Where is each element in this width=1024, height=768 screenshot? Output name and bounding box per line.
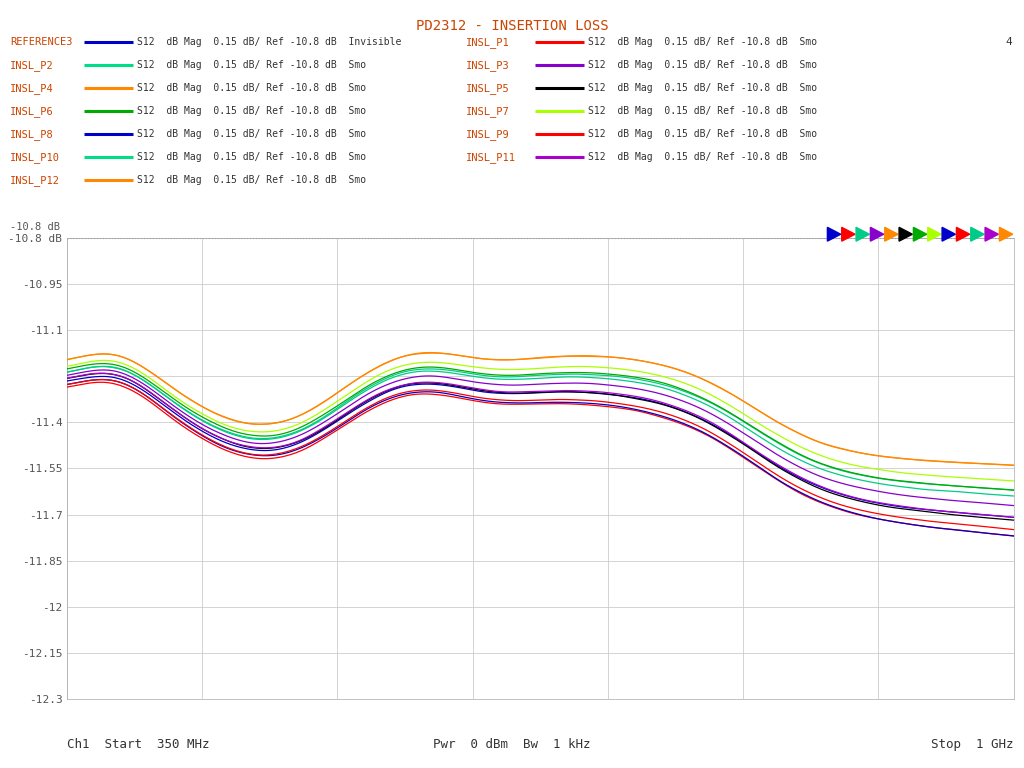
Text: PD2312 - INSERTION LOSS: PD2312 - INSERTION LOSS <box>416 19 608 33</box>
Text: INSL_P10: INSL_P10 <box>10 152 60 163</box>
Text: S12  dB Mag  0.15 dB/ Ref -10.8 dB  Smo: S12 dB Mag 0.15 dB/ Ref -10.8 dB Smo <box>588 129 817 140</box>
Text: INSL_P1: INSL_P1 <box>466 37 510 48</box>
Text: Stop  1 GHz: Stop 1 GHz <box>931 739 1014 751</box>
Text: -10.8 dB: -10.8 dB <box>10 222 60 232</box>
Text: INSL_P12: INSL_P12 <box>10 175 60 186</box>
Text: INSL_P3: INSL_P3 <box>466 60 510 71</box>
Text: S12  dB Mag  0.15 dB/ Ref -10.8 dB  Invisible: S12 dB Mag 0.15 dB/ Ref -10.8 dB Invisib… <box>137 37 401 48</box>
Text: INSL_P7: INSL_P7 <box>466 106 510 117</box>
Text: S12  dB Mag  0.15 dB/ Ref -10.8 dB  Smo: S12 dB Mag 0.15 dB/ Ref -10.8 dB Smo <box>588 37 817 48</box>
Text: INSL_P6: INSL_P6 <box>10 106 54 117</box>
Text: S12  dB Mag  0.15 dB/ Ref -10.8 dB  Smo: S12 dB Mag 0.15 dB/ Ref -10.8 dB Smo <box>137 129 367 140</box>
Text: Ch1  Start  350 MHz: Ch1 Start 350 MHz <box>67 739 209 751</box>
Text: INSL_P11: INSL_P11 <box>466 152 516 163</box>
Text: INSL_P9: INSL_P9 <box>466 129 510 140</box>
Text: S12  dB Mag  0.15 dB/ Ref -10.8 dB  Smo: S12 dB Mag 0.15 dB/ Ref -10.8 dB Smo <box>137 83 367 94</box>
Text: INSL_P8: INSL_P8 <box>10 129 54 140</box>
Text: INSL_P4: INSL_P4 <box>10 83 54 94</box>
Text: S12  dB Mag  0.15 dB/ Ref -10.8 dB  Smo: S12 dB Mag 0.15 dB/ Ref -10.8 dB Smo <box>137 60 367 71</box>
Text: Pwr  0 dBm  Bw  1 kHz: Pwr 0 dBm Bw 1 kHz <box>433 739 591 751</box>
Text: S12  dB Mag  0.15 dB/ Ref -10.8 dB  Smo: S12 dB Mag 0.15 dB/ Ref -10.8 dB Smo <box>588 60 817 71</box>
Text: INSL_P2: INSL_P2 <box>10 60 54 71</box>
Text: S12  dB Mag  0.15 dB/ Ref -10.8 dB  Smo: S12 dB Mag 0.15 dB/ Ref -10.8 dB Smo <box>588 152 817 163</box>
Text: S12  dB Mag  0.15 dB/ Ref -10.8 dB  Smo: S12 dB Mag 0.15 dB/ Ref -10.8 dB Smo <box>588 106 817 117</box>
Text: S12  dB Mag  0.15 dB/ Ref -10.8 dB  Smo: S12 dB Mag 0.15 dB/ Ref -10.8 dB Smo <box>137 152 367 163</box>
Text: 4: 4 <box>1005 37 1012 48</box>
Text: REFERENCE3: REFERENCE3 <box>10 37 73 48</box>
Text: S12  dB Mag  0.15 dB/ Ref -10.8 dB  Smo: S12 dB Mag 0.15 dB/ Ref -10.8 dB Smo <box>137 106 367 117</box>
Text: INSL_P5: INSL_P5 <box>466 83 510 94</box>
Text: S12  dB Mag  0.15 dB/ Ref -10.8 dB  Smo: S12 dB Mag 0.15 dB/ Ref -10.8 dB Smo <box>588 83 817 94</box>
Text: S12  dB Mag  0.15 dB/ Ref -10.8 dB  Smo: S12 dB Mag 0.15 dB/ Ref -10.8 dB Smo <box>137 175 367 186</box>
